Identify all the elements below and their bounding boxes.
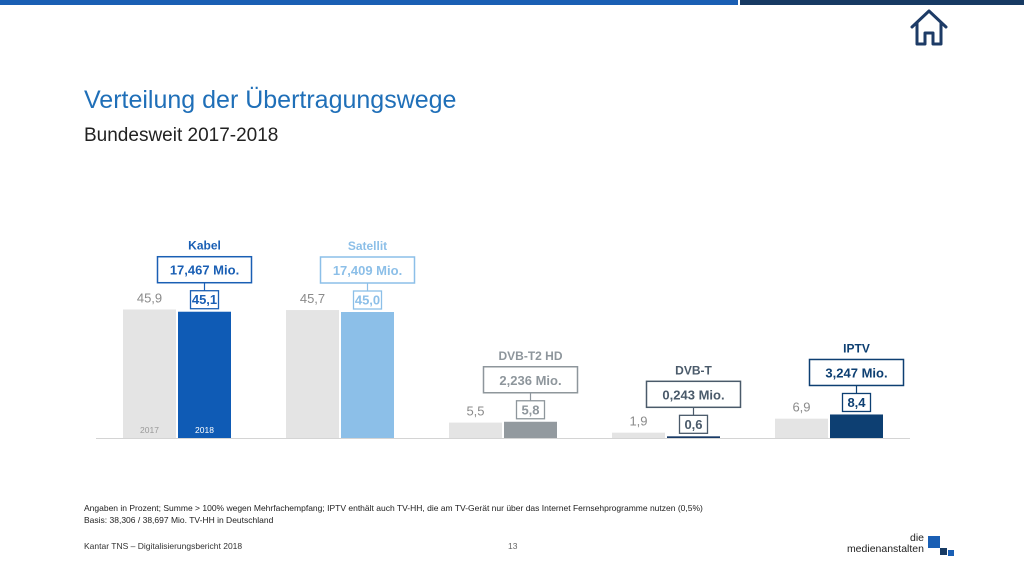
logo-mark [928,536,958,560]
top-accent-bar-dark [740,0,1024,5]
value-label-2018-4: 8,4 [847,395,866,410]
bar-2017-1 [286,310,339,438]
value-label-2018-1: 45,0 [355,293,380,308]
bar-2018-1 [341,312,394,438]
value-label-2018-3: 0,6 [684,417,702,432]
households-box-0 [156,255,253,284]
category-label-3: DVB-T [675,363,712,377]
value-label-2018-2: 5,8 [521,402,539,417]
households-box-4 [808,358,905,387]
households-label-0: 17,467 Mio. [170,263,239,278]
bar-2018-2 [504,421,557,438]
households-box-2 [482,366,579,394]
value-label-2017-2: 5,5 [466,404,484,419]
value-label-2017-4: 6,9 [792,400,810,415]
value-label-2017-3: 1,9 [629,414,647,429]
year-label-2018: 2018 [195,425,214,435]
page-subtitle: Bundesweit 2017-2018 [84,125,279,146]
bar-2018-3 [667,436,720,438]
value-label-2018-0: 45,1 [192,292,217,307]
households-label-1: 17,409 Mio. [333,263,402,278]
footnote-line-1: Angaben in Prozent; Summe > 100% wegen M… [84,503,703,513]
top-accent-bar [0,0,738,5]
households-box-1 [319,256,416,284]
home-icon[interactable] [908,6,950,48]
chart-footnote: Angaben in Prozent; Summe > 100% wegen M… [84,502,703,526]
value-label-2017-0: 45,9 [137,290,162,305]
households-label-4: 3,247 Mio. [825,365,887,380]
logo-text: die medienanstalten [847,533,924,555]
households-box-3 [645,380,742,409]
bar-2017-2 [449,422,502,438]
category-label-2: DVB-T2 HD [498,349,562,363]
year-label-2017: 2017 [140,425,159,435]
households-label-2: 2,236 Mio. [499,373,561,388]
category-label-1: Satellit [348,239,387,253]
bar-2017-3 [612,432,665,438]
category-label-4: IPTV [843,341,870,355]
bar-2018-0 [178,311,231,438]
bar-2017-0 [123,309,176,438]
page-number: 13 [508,541,518,551]
bar-2018-4 [830,414,883,438]
bar-2017-4 [775,418,828,438]
footnote-line-2: Basis: 38,306 / 38,697 Mio. TV-HH in Deu… [84,515,274,525]
footer-source: Kantar TNS – Digitalisierungsbericht 201… [84,541,243,551]
category-label-0: Kabel [188,239,221,253]
logo-line-1: die [909,532,924,544]
page-title: Verteilung der Übertragungswege [84,86,457,114]
households-label-3: 0,243 Mio. [662,387,724,402]
logo-line-2: medienanstalten [846,543,924,555]
value-label-2017-1: 45,7 [300,291,325,306]
